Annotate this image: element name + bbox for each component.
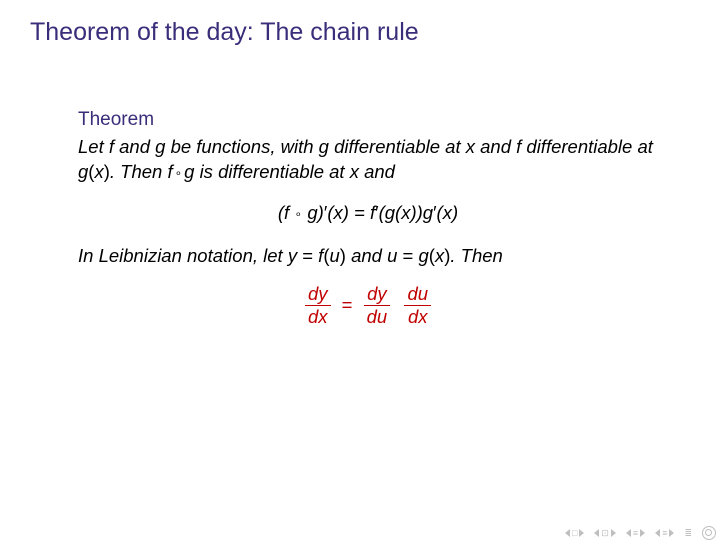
slide-body: Theorem Let f and g be functions, with g…	[30, 107, 698, 327]
slide-title: Theorem of the day: The chain rule	[30, 18, 698, 47]
formula-leibniz: dy dx = dy du du dx	[78, 285, 658, 327]
numerator: du	[404, 285, 431, 307]
fraction-dy-dx: dy dx	[305, 285, 331, 327]
theorem-heading: Theorem	[78, 107, 658, 133]
denominator: du	[364, 306, 391, 327]
nav-section-next-button[interactable]: ≡	[655, 528, 674, 538]
nav-next-button[interactable]: ≣	[684, 528, 692, 539]
fraction-dy-du: dy du	[364, 285, 391, 327]
nav-prev-button[interactable]: ⊡	[594, 528, 616, 539]
nav-first-button[interactable]: □	[565, 528, 584, 538]
nav-back-icon[interactable]	[702, 526, 716, 540]
slide: Theorem of the day: The chain rule Theor…	[0, 0, 728, 546]
beamer-navbar: □ ⊡ ≡ ≡ ≣	[565, 526, 716, 540]
denominator: dx	[305, 306, 331, 327]
denominator: dx	[404, 306, 431, 327]
formula-prime-notation: (f ∘ g)′(x) = f′(g(x))g′(x)	[78, 201, 658, 226]
numerator: dy	[305, 285, 331, 307]
nav-section-prev-button[interactable]: ≡	[626, 528, 645, 538]
fraction-du-dx: du dx	[404, 285, 431, 327]
numerator: dy	[364, 285, 391, 307]
equals-sign: =	[336, 294, 359, 315]
theorem-statement-1: Let f and g be functions, with g differe…	[78, 135, 658, 185]
theorem-statement-2: In Leibnizian notation, let y = f(u) and…	[78, 244, 658, 269]
